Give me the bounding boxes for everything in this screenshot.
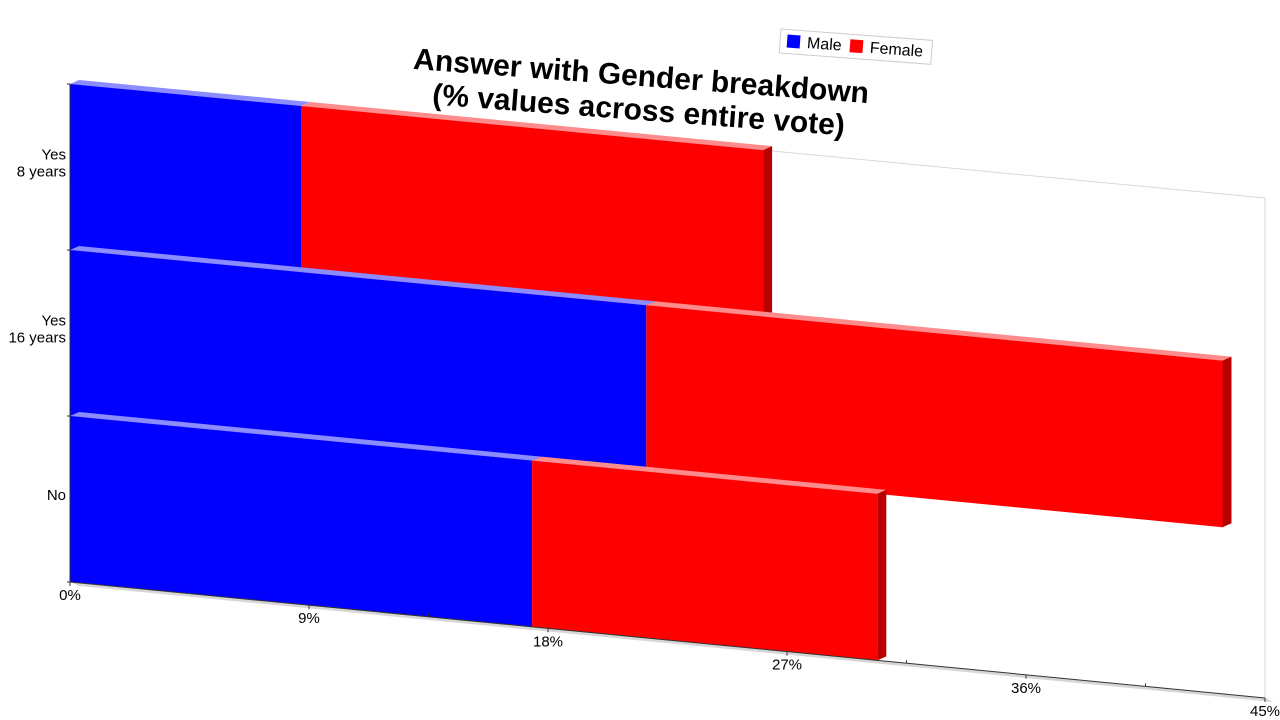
plot-floor bbox=[70, 582, 1274, 702]
bar-female-1[interactable] bbox=[301, 102, 773, 317]
bars bbox=[70, 80, 1232, 661]
x-axis: 0% 9% 18% 27% 36% 45% bbox=[59, 581, 1280, 720]
x-tick-label-5: 45% bbox=[1250, 703, 1280, 720]
x-tick-label-0: 0% bbox=[59, 587, 81, 604]
legend-item-female[interactable]: Female bbox=[849, 38, 924, 61]
chart-title: Answer with Gender breakdown(% values ac… bbox=[412, 43, 870, 142]
bar-female-2[interactable] bbox=[646, 301, 1232, 528]
x-tick-label-3: 27% bbox=[772, 657, 802, 674]
category-label-3: No bbox=[47, 487, 66, 504]
x-tick-label-1: 9% bbox=[298, 610, 320, 627]
category-label-1: Yes 8 years bbox=[17, 147, 66, 181]
legend-swatch-male bbox=[786, 34, 801, 49]
legend-item-male[interactable]: Male bbox=[786, 34, 842, 55]
legend-label-female: Female bbox=[869, 40, 924, 61]
bar-female-3[interactable] bbox=[532, 456, 887, 661]
legend-swatch-female bbox=[849, 39, 864, 54]
bar-male-2[interactable] bbox=[70, 246, 656, 472]
category-axis: Yes 8 years Yes 16 years No bbox=[8, 83, 71, 583]
category-label-2: Yes 16 years bbox=[8, 313, 66, 347]
bar-male-3[interactable] bbox=[70, 412, 542, 627]
bar-male-1[interactable] bbox=[70, 80, 310, 273]
x-tick-label-2: 18% bbox=[533, 633, 563, 650]
x-tick-label-4: 36% bbox=[1011, 680, 1041, 697]
legend-label-male: Male bbox=[806, 35, 842, 55]
legend[interactable]: Male Female bbox=[778, 28, 934, 65]
